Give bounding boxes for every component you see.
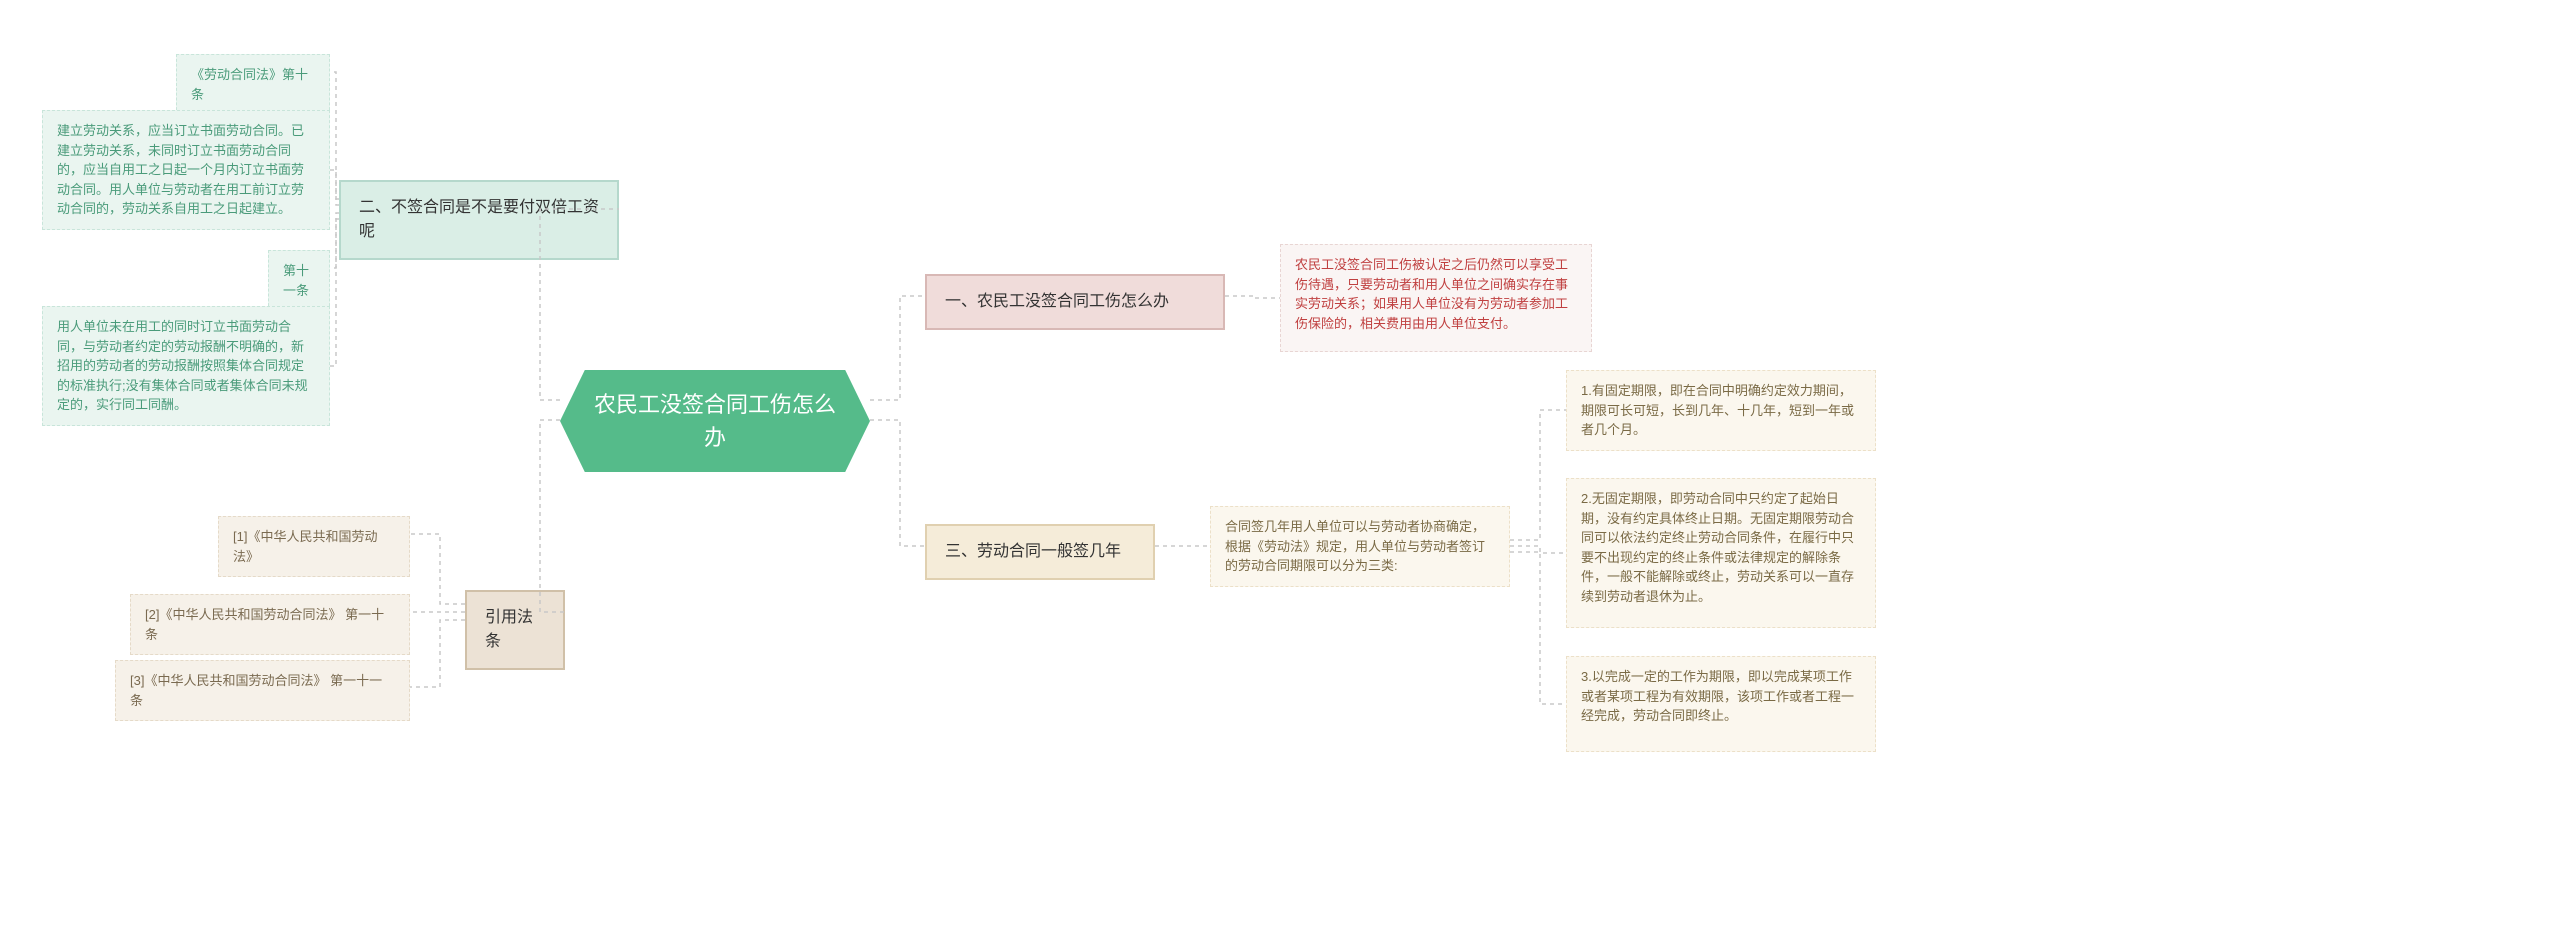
- branch-3-child-0: 合同签几年用人单位可以与劳动者协商确定，根据《劳动法》规定，用人单位与劳动者签订…: [1210, 506, 1510, 587]
- branch-1-child-1: 农民工没签合同工伤被认定之后仍然可以享受工伤待遇，只要劳动者和用人单位之间确实存…: [1280, 244, 1592, 352]
- branch-3-child-2: 2.无固定期限，即劳动合同中只约定了起始日期，没有约定具体终止日期。无固定期限劳…: [1566, 478, 1876, 628]
- branch-4-child-1: [1]《中华人民共和国劳动法》: [218, 516, 410, 577]
- branch-4-child-2: [2]《中华人民共和国劳动合同法》 第一十条: [130, 594, 410, 655]
- branch-3-child-1: 1.有固定期限，即在合同中明确约定效力期间，期限可长可短，长到几年、十几年，短到…: [1566, 370, 1876, 451]
- branch-2-child-1: 《劳动合同法》第十条: [176, 54, 330, 115]
- branch-2-child-4: 用人单位未在用工的同时订立书面劳动合同，与劳动者约定的劳动报酬不明确的，新招用的…: [42, 306, 330, 426]
- branch-2-child-2: 建立劳动关系，应当订立书面劳动合同。已建立劳动关系，未同时订立书面劳动合同的，应…: [42, 110, 330, 230]
- branch-2-child-3: 第十一条: [268, 250, 330, 311]
- branch-4-child-3: [3]《中华人民共和国劳动合同法》 第一十一条: [115, 660, 410, 721]
- branch-4: 引用法条: [465, 590, 565, 670]
- branch-2: 二、不签合同是不是要付双倍工资呢: [339, 180, 619, 260]
- branch-3-child-3: 3.以完成一定的工作为期限，即以完成某项工作或者某项工程为有效期限，该项工作或者…: [1566, 656, 1876, 752]
- branch-1: 一、农民工没签合同工伤怎么办: [925, 274, 1225, 330]
- connector-layer: [0, 0, 2560, 937]
- branch-3: 三、劳动合同一般签几年: [925, 524, 1155, 580]
- mindmap-center: 农民工没签合同工伤怎么办: [560, 370, 870, 472]
